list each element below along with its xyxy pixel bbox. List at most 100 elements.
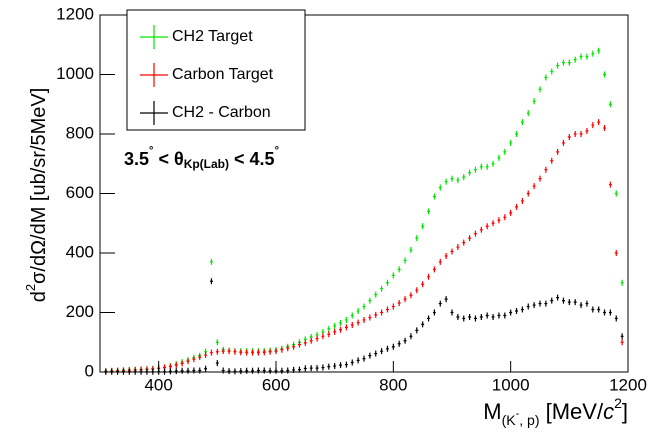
data-point — [614, 250, 618, 256]
data-point — [520, 197, 524, 204]
annotation-part: ° — [275, 145, 279, 157]
data-point — [174, 368, 178, 375]
data-point — [468, 313, 472, 320]
data-point — [227, 348, 231, 355]
data-point — [556, 294, 560, 301]
data-point — [509, 209, 513, 216]
data-point — [585, 128, 589, 135]
data-point — [350, 321, 354, 328]
data-point — [456, 244, 460, 251]
y-axis-label: d2σ/dΩ/dM [ub/sr/5MeV] — [23, 88, 50, 303]
data-point — [333, 322, 337, 329]
data-point — [444, 252, 448, 259]
data-point — [421, 281, 425, 288]
x-label-part: M — [483, 399, 501, 424]
data-point — [462, 174, 466, 181]
data-point — [180, 360, 184, 367]
data-point — [239, 349, 243, 356]
data-point — [344, 324, 348, 331]
data-point — [520, 306, 524, 313]
data-point — [462, 315, 466, 322]
y-tick-label: 1200 — [56, 4, 94, 23]
x-label-part: , p) — [519, 412, 539, 428]
data-point — [274, 348, 278, 355]
data-point — [256, 367, 260, 374]
data-point — [280, 367, 284, 374]
data-point — [298, 341, 301, 348]
data-point — [133, 368, 137, 375]
data-point — [245, 367, 249, 374]
data-point — [438, 258, 442, 265]
data-point — [339, 362, 342, 369]
data-point — [509, 309, 513, 316]
data-point — [415, 287, 419, 294]
data-point — [608, 181, 612, 188]
data-point — [591, 50, 595, 57]
data-point — [485, 163, 489, 170]
data-point — [567, 133, 571, 140]
data-point — [532, 302, 536, 309]
data-point — [350, 312, 354, 319]
data-point — [526, 190, 530, 197]
data-point — [573, 56, 577, 63]
data-point — [485, 312, 489, 319]
data-point — [380, 348, 384, 355]
data-point — [256, 349, 260, 356]
data-point — [221, 367, 225, 374]
data-point — [186, 367, 190, 374]
data-point — [139, 368, 143, 375]
y-label-part: d — [28, 291, 50, 302]
data-point — [333, 328, 337, 335]
data-point — [550, 297, 554, 304]
data-point — [210, 349, 213, 356]
data-point — [432, 193, 436, 200]
data-point — [151, 368, 155, 375]
legend-label: Carbon Target — [172, 66, 274, 83]
data-point — [168, 368, 172, 375]
data-point — [350, 359, 354, 366]
data-point — [474, 166, 477, 173]
data-point — [286, 345, 290, 352]
data-point — [198, 354, 202, 361]
data-point — [503, 148, 507, 155]
data-point — [321, 364, 325, 371]
data-point — [532, 183, 536, 190]
data-point — [303, 365, 307, 372]
legend-symbol — [140, 101, 168, 125]
data-point — [391, 272, 395, 279]
data-point — [427, 273, 430, 280]
data-point — [186, 358, 190, 365]
data-point — [415, 235, 419, 242]
data-point — [456, 177, 460, 184]
data-point — [597, 47, 601, 54]
data-point — [309, 337, 313, 344]
data-point — [597, 306, 601, 313]
data-point — [403, 257, 407, 264]
data-point — [450, 309, 454, 316]
data-point — [215, 339, 219, 346]
data-point — [122, 368, 125, 375]
data-point — [591, 306, 595, 313]
data-point — [344, 316, 348, 323]
data-point — [550, 68, 554, 75]
data-point — [620, 339, 624, 346]
data-point — [221, 348, 225, 355]
data-point — [327, 325, 331, 332]
data-point — [362, 355, 366, 362]
annotation-part: Kp(Lab) — [184, 157, 229, 171]
x-axis-label: M(K-, p) [MeV/c2] — [483, 395, 628, 428]
y-label-part: 2 — [23, 284, 38, 291]
data-point — [386, 345, 389, 352]
data-point — [520, 119, 524, 126]
data-point — [198, 367, 202, 374]
data-point — [456, 313, 460, 320]
y-tick-label: 800 — [66, 123, 94, 142]
data-point — [245, 349, 249, 356]
data-point — [544, 300, 548, 307]
data-point — [145, 368, 149, 375]
data-point — [544, 166, 548, 173]
data-point — [614, 190, 618, 197]
data-point — [444, 296, 448, 303]
data-point — [579, 131, 583, 137]
